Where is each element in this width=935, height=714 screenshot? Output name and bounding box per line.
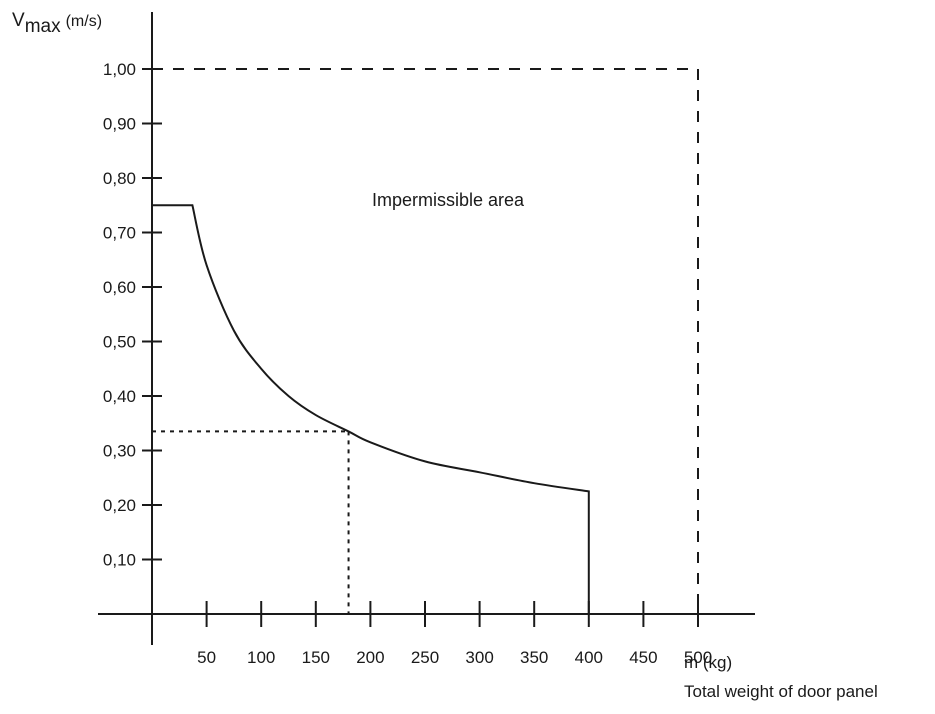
limit-curve [152,204,590,614]
x-tick-label: 250 [411,648,439,667]
y-axis-label: Vmax (m/s) [12,10,102,37]
y-ticks: 0,10 0,20 0,30 0,40 0,50 0,60 0,70 0,80 0,90 1,00 [103,60,162,570]
x-tick-label: 400 [575,648,603,667]
x-ticks: 50 100 150 200 250 300 350 400 450 500 [197,601,712,667]
y-tick-label: 0,40 [103,387,136,406]
x-tick-label: 100 [247,648,275,667]
x-tick-label: 350 [520,648,548,667]
guide-lines [152,68,699,614]
max-boundary-dashed-line [152,68,699,614]
impermissible-area-label: Impermissible area [372,190,525,210]
y-tick-label: 0,60 [103,278,136,297]
y-tick-label: 0,70 [103,224,136,243]
y-tick-label: 0,10 [103,551,136,570]
y-tick-label: 0,80 [103,169,136,188]
x-tick-label: 200 [356,648,384,667]
x-axis-unit-label: m (kg) [684,653,732,672]
limit-curve-group [152,204,590,614]
x-tick-label: 150 [302,648,330,667]
x-axis-caption: Total weight of door panel [684,682,878,701]
x-tick-label: 50 [197,648,216,667]
y-tick-label: 0,30 [103,442,136,461]
y-tick-label: 0,20 [103,496,136,515]
x-tick-label: 300 [465,648,493,667]
x-tick-label: 450 [629,648,657,667]
axes [98,12,755,645]
x-tick-label: 500 [684,648,712,667]
y-tick-label: 0,90 [103,115,136,134]
y-tick-label: 0,50 [103,333,136,352]
y-tick-label: 1,00 [103,60,136,79]
